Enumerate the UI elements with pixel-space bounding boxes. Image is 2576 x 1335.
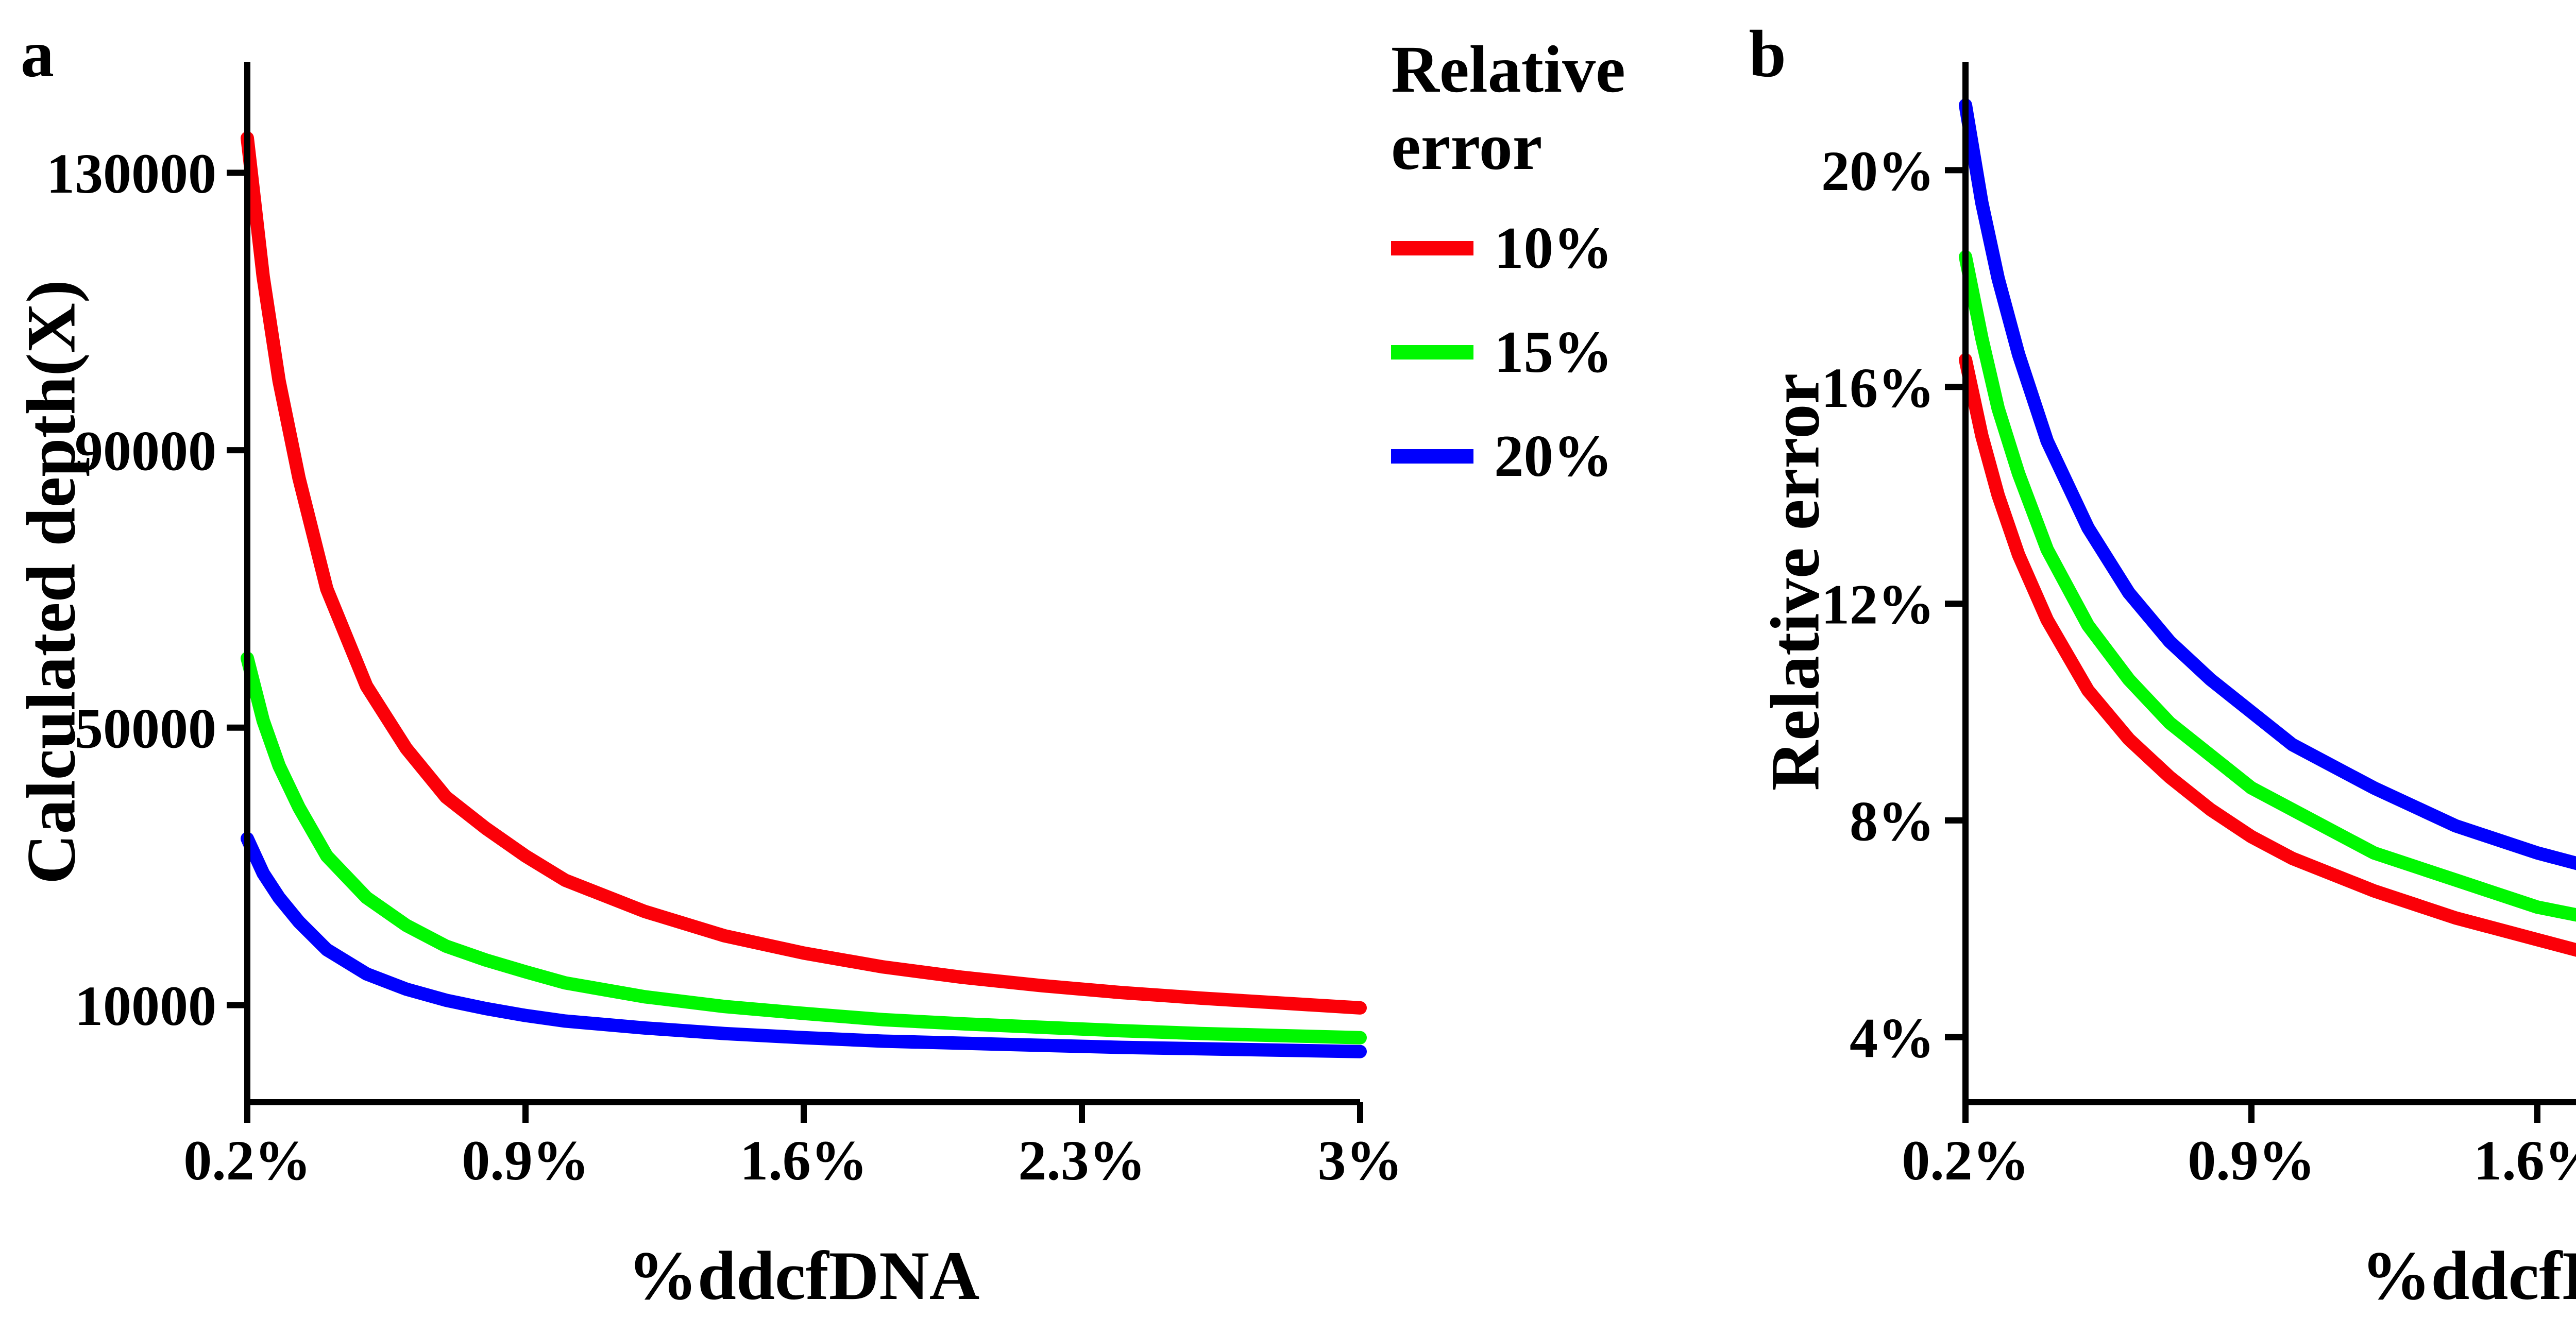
legend-label: 20% (1494, 422, 1613, 490)
y-tick-label: 4% (1850, 1006, 1935, 1069)
y-tick-label: 90000 (75, 420, 216, 483)
panel-label: a (21, 15, 54, 93)
x-tick-label: 1.6% (740, 1129, 868, 1192)
series-line (247, 658, 1360, 1038)
legend-label: 15% (1494, 318, 1613, 386)
plot-area: 0.2%0.9%1.6%2.3%3%100005000090000130000 (247, 62, 1360, 1102)
series-line (247, 138, 1360, 1008)
panel-b: b 0.2%0.9%1.6%2.3%3%4%8%12%16%20% %ddcfDNA… (1728, 0, 2576, 1335)
y-tick-label: 8% (1850, 790, 1935, 852)
legend-label: 10% (1494, 214, 1613, 282)
panel-a: a0.2%0.9%1.6%2.3%3%100005000090000130000… (0, 0, 1728, 1335)
figure: a0.2%0.9%1.6%2.3%3%100005000090000130000… (0, 0, 2576, 1335)
series-line (1965, 105, 2576, 961)
x-tick-label: 0.2% (183, 1129, 311, 1192)
legend-item: 15% (1391, 318, 1728, 386)
legend-swatch (1391, 449, 1473, 464)
x-tick-label: 2.3% (1018, 1129, 1146, 1192)
y-axis-title: Calculated depth(X) (12, 280, 92, 884)
legend: Relative error 10% 15% 20% (1391, 31, 1728, 526)
y-tick-label: 20% (1821, 140, 1935, 202)
y-tick-label: 50000 (75, 697, 216, 760)
x-tick-label: 0.2% (1902, 1129, 2029, 1192)
x-tick-label: 1.6% (2473, 1129, 2576, 1192)
y-tick-label: 12% (1821, 573, 1935, 636)
legend-swatch (1391, 345, 1473, 360)
panel-label: b (1749, 15, 1786, 93)
legend-title: Relative error (1391, 31, 1728, 185)
legend-item: 20% (1391, 422, 1728, 490)
legend-swatch (1391, 241, 1473, 255)
y-axis-title: Relative error (1755, 373, 1835, 791)
plot-area: 0.2%0.9%1.6%2.3%3%4%8%12%16%20% (1965, 62, 2576, 1102)
x-tick-label: 0.9% (462, 1129, 589, 1192)
x-tick-label: 3% (1318, 1129, 1403, 1192)
y-tick-label: 16% (1821, 356, 1935, 419)
x-axis-title: %ddcfDNA (628, 1236, 980, 1316)
x-axis-title: %ddcfDNA (2361, 1236, 2576, 1316)
y-tick-label: 10000 (75, 974, 216, 1037)
x-tick-label: 0.9% (2188, 1129, 2315, 1192)
legend-item: 10% (1391, 214, 1728, 282)
y-tick-label: 130000 (46, 142, 216, 205)
